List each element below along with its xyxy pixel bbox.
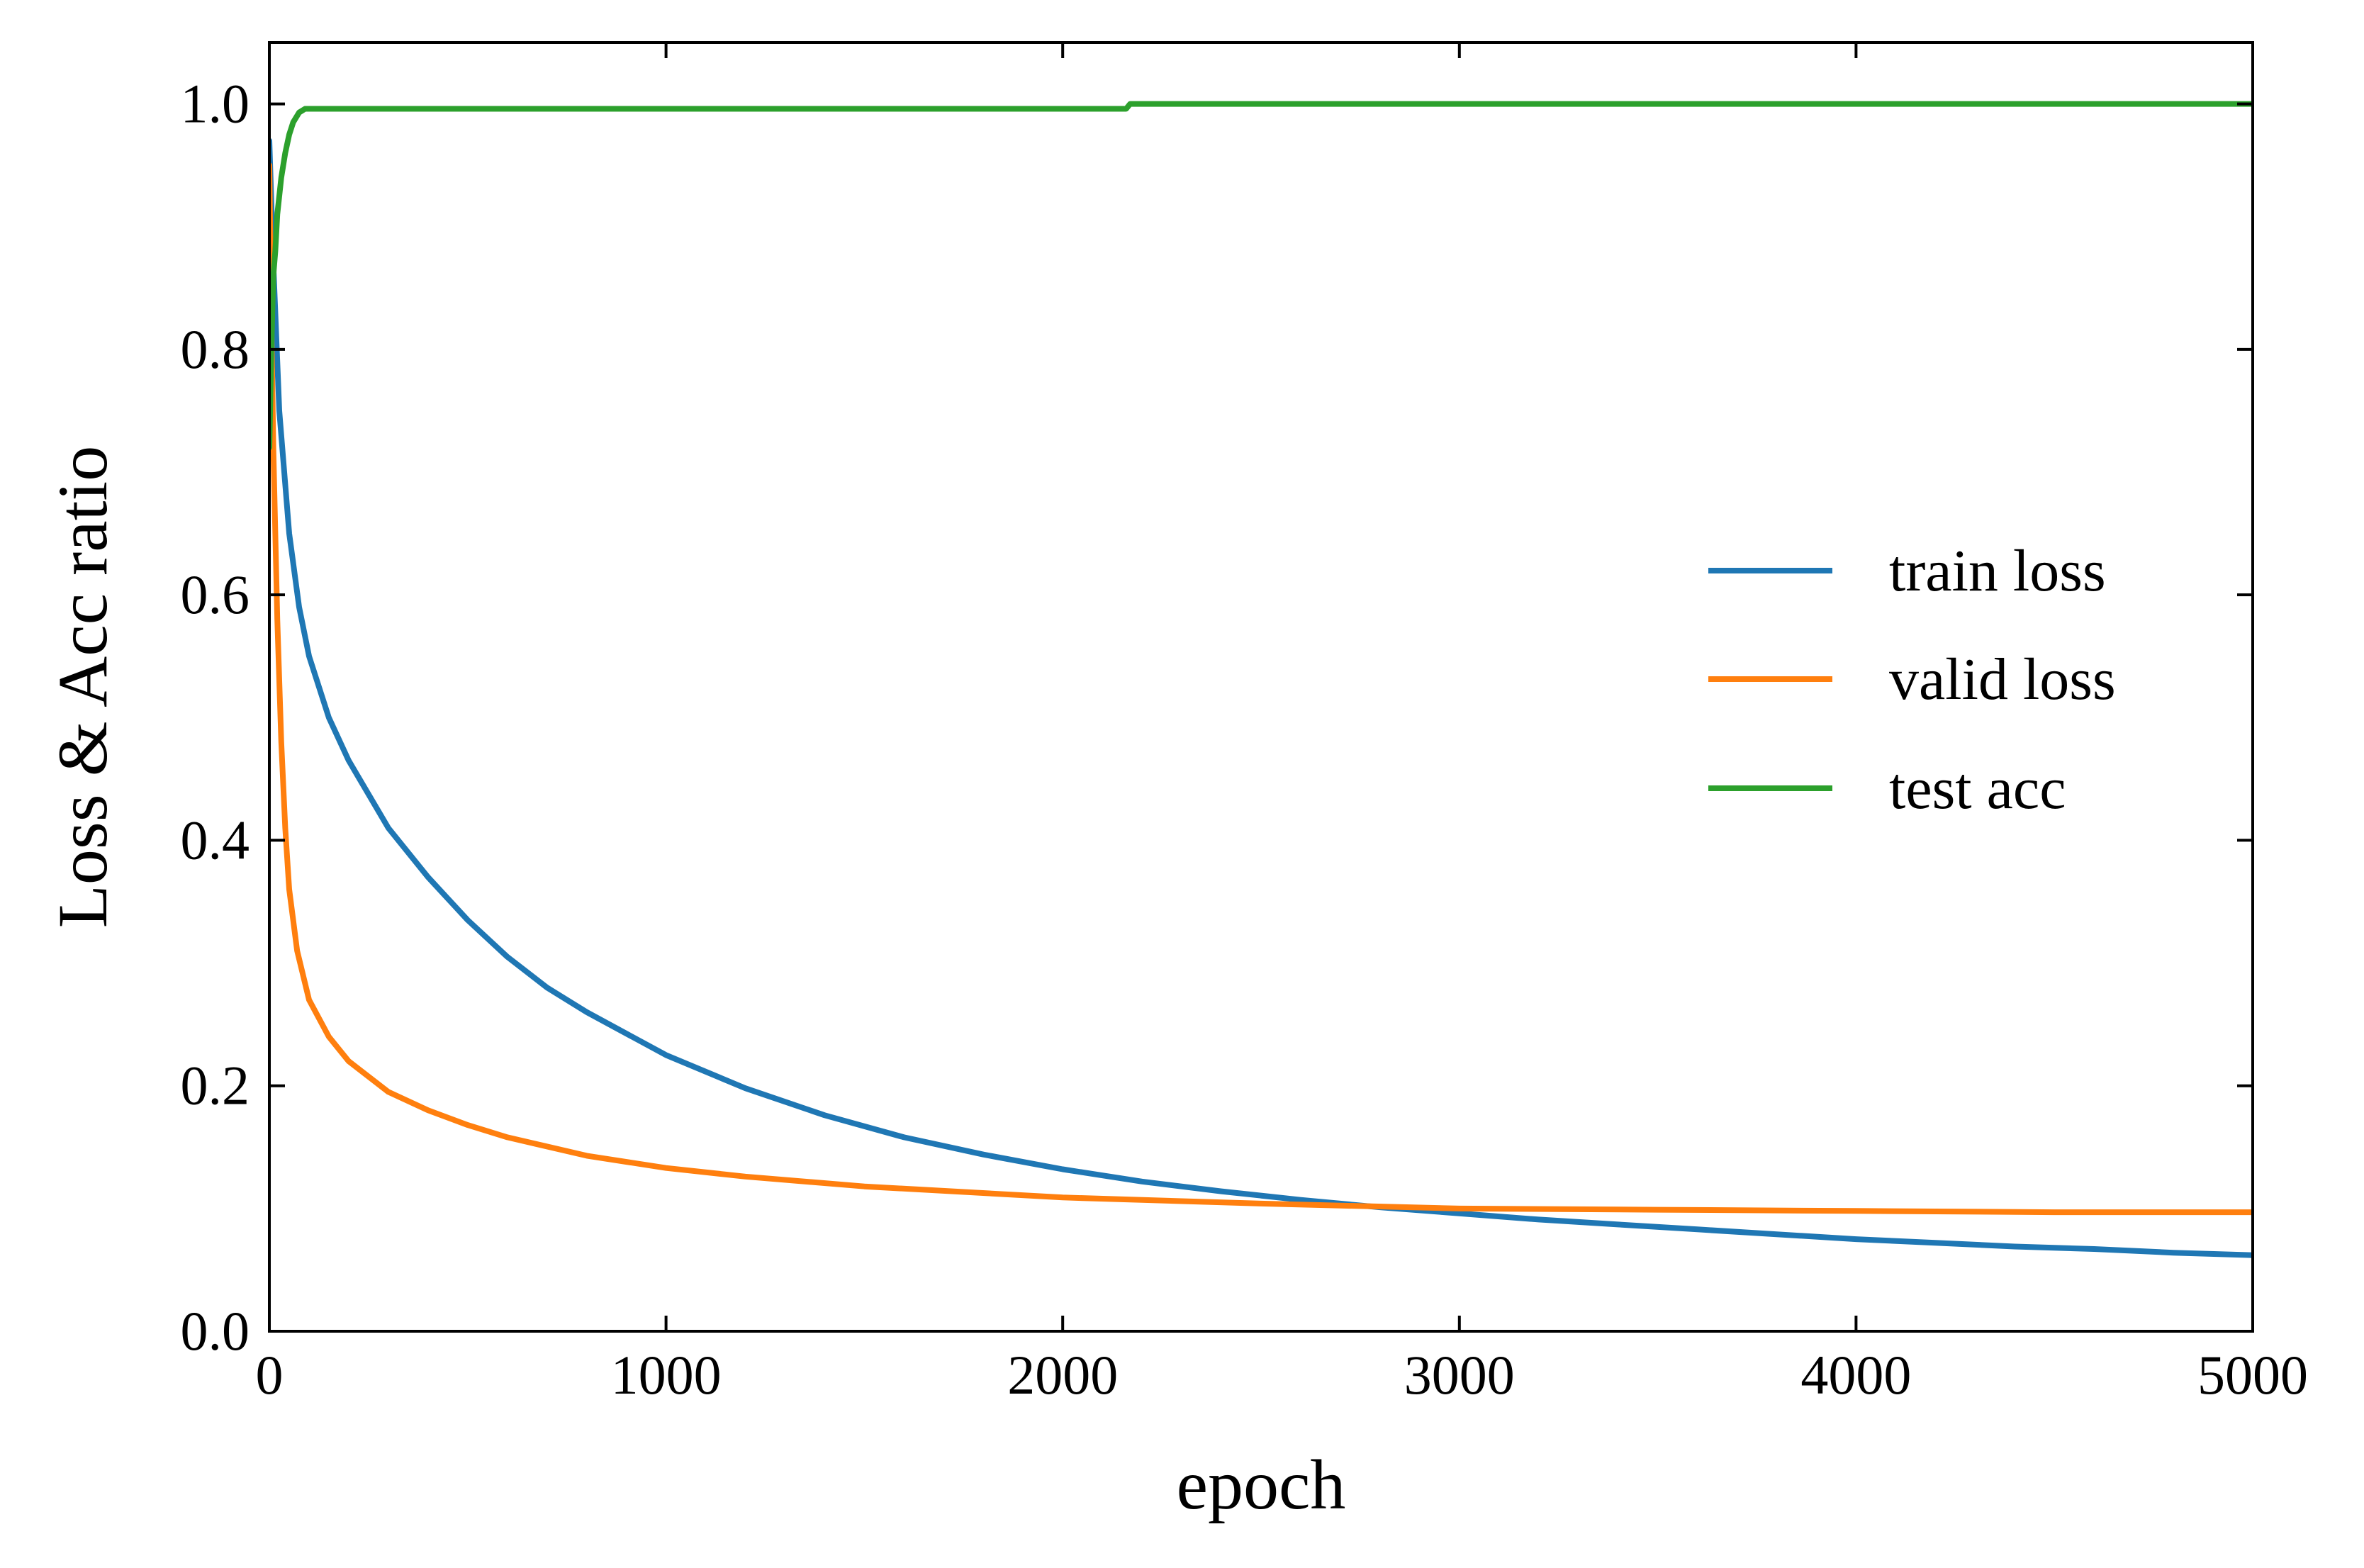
x-tick-label: 2000	[1007, 1344, 1118, 1406]
y-tick-label: 0.0	[181, 1300, 250, 1362]
y-tick-label: 0.8	[181, 318, 250, 380]
series-line-train-loss	[269, 138, 2253, 1258]
x-tick-label: 0	[256, 1344, 284, 1406]
y-tick-label: 0.2	[181, 1055, 250, 1116]
legend-label-train-loss: train loss	[1889, 538, 2106, 604]
plot-frame	[268, 41, 2254, 1333]
y-tick-label: 0.6	[181, 564, 250, 625]
y-axis-label: Loss & Acc ratio	[43, 446, 122, 928]
x-tick-label: 1000	[611, 1344, 722, 1406]
x-tick-label: 3000	[1404, 1344, 1515, 1406]
x-tick-label: 5000	[2197, 1344, 2308, 1406]
legend: train loss valid loss test acc	[1708, 538, 2116, 822]
series-line-valid-loss	[269, 162, 2253, 1216]
tick-layer: 0 1000 2000 3000 4000 5000 0.0 0.2 0.4 0.6 0.8 1.0	[181, 43, 2308, 1406]
y-tick-label: 1.0	[181, 73, 250, 135]
series-layer	[269, 101, 2253, 1258]
legend-label-test-acc: test acc	[1889, 756, 2066, 822]
x-tick-label: 4000	[1800, 1344, 1911, 1406]
y-tick-label: 0.4	[181, 809, 250, 870]
x-axis-label: epoch	[1177, 1445, 1346, 1524]
legend-label-valid-loss: valid loss	[1889, 646, 2116, 712]
series-line-test-acc	[269, 101, 2253, 451]
